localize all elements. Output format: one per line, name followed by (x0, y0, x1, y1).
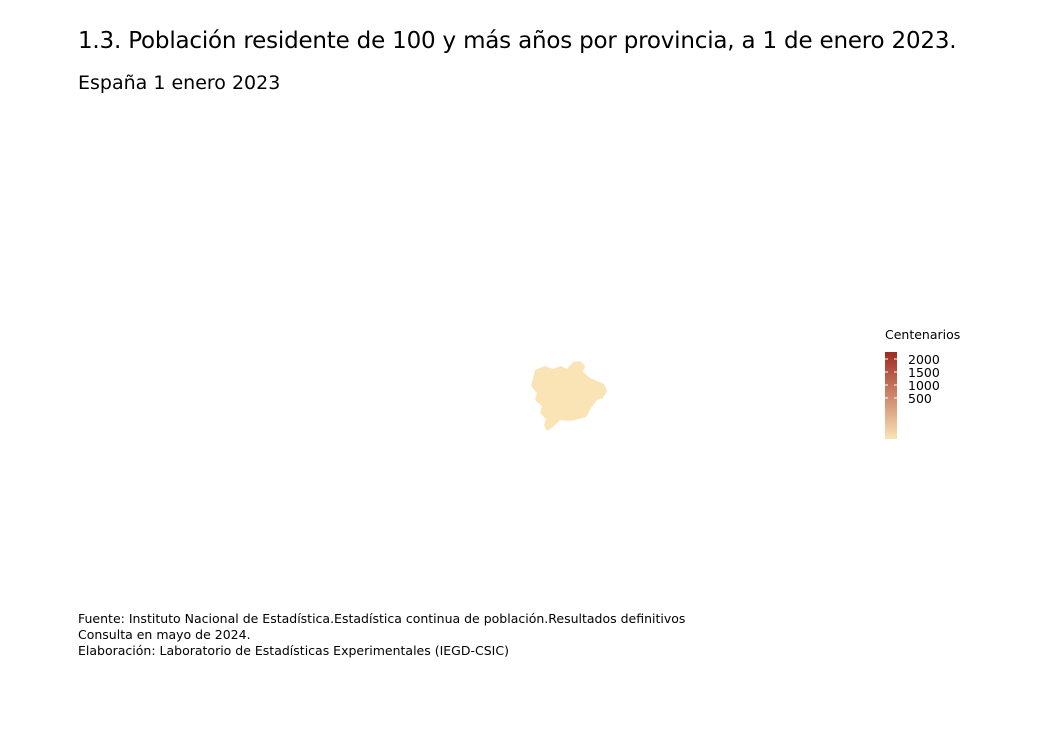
legend-tick-1500: 1500 (908, 365, 940, 380)
caption-source: Fuente: Instituto Nacional de Estadístic… (78, 611, 686, 626)
legend-tick-1000: 1000 (908, 378, 940, 393)
caption-consulta: Consulta en mayo de 2024. (78, 627, 251, 642)
legend-tick-500: 500 (908, 391, 932, 406)
legend-tick-2000: 2000 (908, 352, 940, 367)
legend: Centenarios 2000 1500 1000 500 (885, 327, 995, 439)
province-albacete (531, 361, 607, 431)
source-caption: Fuente: Instituto Nacional de Estadístic… (78, 611, 685, 659)
legend-title: Centenarios (885, 327, 961, 342)
legend-colorbar (885, 352, 897, 439)
page-subtitle: España 1 enero 2023 (78, 72, 281, 94)
page-title: 1.3. Población residente de 100 y más añ… (78, 28, 957, 54)
caption-elaboracion: Elaboración: Laboratorio de Estadísticas… (78, 643, 509, 658)
